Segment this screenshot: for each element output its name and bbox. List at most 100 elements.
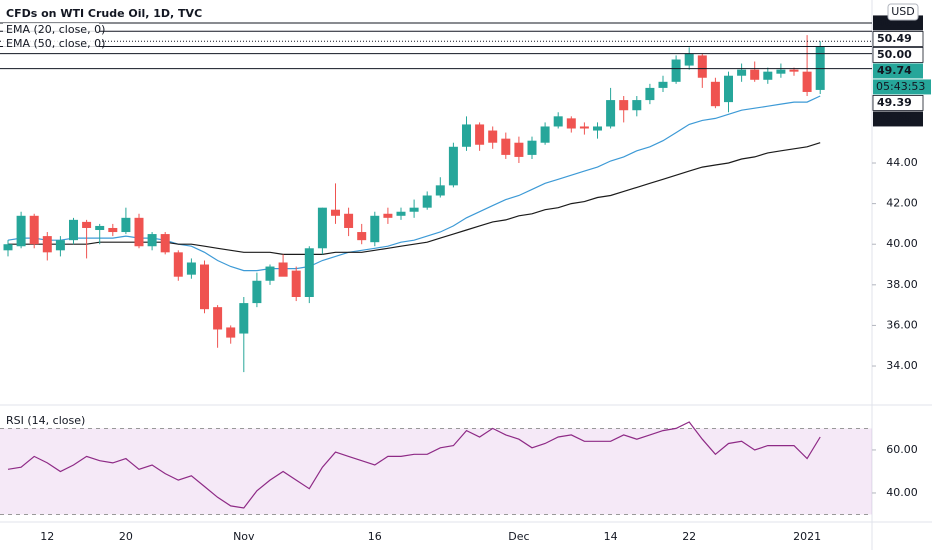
price-label-box bbox=[872, 95, 924, 111]
candle-body bbox=[291, 270, 301, 297]
candle-body bbox=[95, 225, 105, 231]
candle-body bbox=[134, 217, 144, 247]
candle-body bbox=[763, 71, 773, 80]
y-tick-label: 42.00 bbox=[886, 197, 918, 210]
candle-body bbox=[160, 234, 170, 253]
chart-title: CFDs on WTI Crude Oil, 1D, TVC bbox=[6, 7, 202, 20]
candle-body bbox=[239, 303, 249, 334]
legend-entry: EMA (20, close, 0) bbox=[6, 23, 105, 36]
candle-body bbox=[409, 207, 419, 212]
candle-body bbox=[448, 146, 458, 186]
candle-body bbox=[606, 100, 616, 127]
candle-body bbox=[147, 234, 157, 247]
candle-body bbox=[619, 100, 629, 111]
y-tick-label: 38.00 bbox=[886, 278, 918, 291]
candle-body bbox=[593, 126, 602, 131]
currency: USD bbox=[891, 5, 915, 18]
candle-body bbox=[29, 215, 39, 245]
price-label-box bbox=[872, 47, 924, 63]
candle-body bbox=[383, 213, 393, 218]
candle-body bbox=[724, 75, 733, 103]
candle-body bbox=[737, 69, 747, 76]
candle-body bbox=[226, 327, 236, 338]
candle-body bbox=[213, 307, 223, 330]
candle-body bbox=[69, 219, 78, 241]
candle-body bbox=[55, 240, 65, 251]
y-tick-label: 34.00 bbox=[886, 359, 918, 372]
candle-body bbox=[186, 262, 196, 275]
candle-body bbox=[317, 207, 327, 249]
candle-body bbox=[632, 100, 642, 111]
candle-body bbox=[304, 248, 314, 297]
candle-body bbox=[658, 81, 668, 88]
candle-body bbox=[697, 55, 707, 78]
candle-body bbox=[527, 140, 537, 155]
candle-body bbox=[462, 124, 471, 147]
legend-box bbox=[3, 37, 99, 51]
rsi-line bbox=[7, 421, 821, 509]
y-tick-label: 36.00 bbox=[886, 318, 918, 331]
candle-body bbox=[396, 211, 406, 216]
candle-body bbox=[16, 215, 26, 247]
x-tick-label: 2021 bbox=[793, 530, 821, 543]
candle-body bbox=[108, 227, 118, 233]
legend-box bbox=[3, 23, 99, 37]
candle-body bbox=[645, 87, 655, 101]
candle-body bbox=[357, 232, 367, 241]
candle-body bbox=[488, 130, 498, 143]
price-label-box bbox=[872, 31, 924, 47]
x-tick-label: 12 bbox=[40, 530, 54, 543]
price-label: 50.49 bbox=[877, 32, 912, 45]
candle-body bbox=[82, 221, 92, 228]
candle-body bbox=[475, 124, 485, 145]
candle-body bbox=[553, 116, 563, 127]
x-tick-label: 14 bbox=[604, 530, 618, 543]
candle-body bbox=[200, 264, 209, 310]
candle-body bbox=[422, 195, 432, 208]
candle-body bbox=[265, 266, 275, 281]
candle-body bbox=[252, 280, 262, 304]
candle-body bbox=[344, 213, 354, 228]
y-tick-label: 60.00 bbox=[886, 443, 918, 456]
price-label: 49.74 bbox=[877, 64, 912, 77]
candle-body bbox=[776, 69, 786, 74]
y-tick-label: 40.00 bbox=[886, 486, 918, 499]
candle-body bbox=[540, 126, 550, 143]
candle-body bbox=[331, 209, 340, 216]
price-label-box bbox=[873, 63, 923, 79]
y-tick-label: 44.00 bbox=[886, 156, 918, 169]
candle-body bbox=[579, 126, 589, 129]
candle-body bbox=[501, 138, 511, 155]
candle-body bbox=[684, 53, 694, 66]
candle-body bbox=[514, 142, 524, 157]
x-tick-label: 22 bbox=[682, 530, 696, 543]
candle-body bbox=[42, 236, 52, 253]
candle-body bbox=[671, 59, 681, 82]
x-tick-label: 20 bbox=[119, 530, 133, 543]
candle-body bbox=[173, 252, 183, 277]
candle-body bbox=[370, 215, 380, 243]
x-tick-label: Dec bbox=[508, 530, 529, 543]
rsi-band bbox=[0, 428, 872, 515]
countdown: 05:43:53 bbox=[876, 80, 925, 93]
countdown-box bbox=[873, 79, 931, 95]
candle-body bbox=[750, 69, 760, 80]
candle-body bbox=[121, 217, 131, 233]
candle-body bbox=[435, 185, 445, 196]
candle-body bbox=[3, 244, 13, 251]
candle-body bbox=[802, 71, 812, 92]
price-label: 50.00 bbox=[877, 48, 912, 61]
price-label-box bbox=[873, 111, 923, 127]
currency-box bbox=[887, 3, 919, 21]
price-label: 49.39 bbox=[877, 96, 912, 109]
candle-body bbox=[710, 81, 720, 107]
candle-body bbox=[566, 118, 576, 129]
legend-entry: EMA (50, close, 0) bbox=[6, 37, 105, 50]
candle-body bbox=[789, 69, 799, 72]
candle-body bbox=[278, 262, 288, 277]
price-label: 48.65 bbox=[877, 112, 912, 125]
x-tick-label: Nov bbox=[233, 530, 255, 543]
ema-line bbox=[8, 142, 821, 255]
y-tick-label: 40.00 bbox=[886, 237, 918, 250]
